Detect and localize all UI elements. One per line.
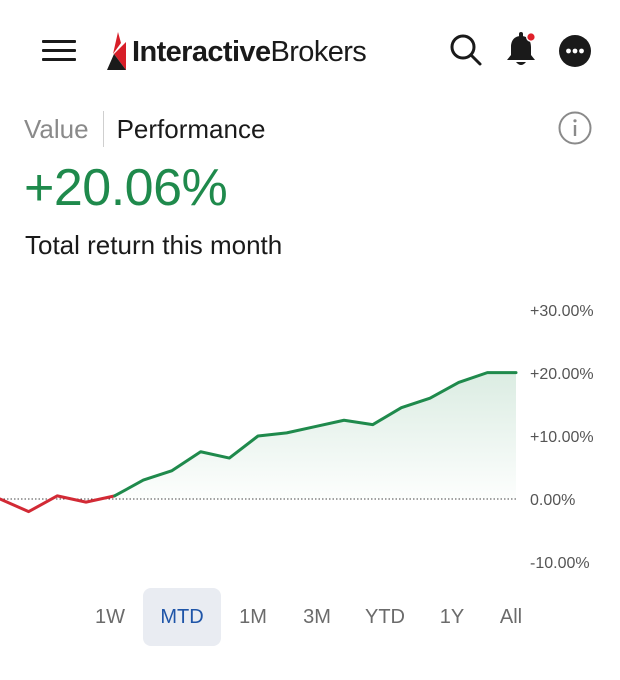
tab-divider — [102, 111, 104, 147]
range-button-all[interactable]: All — [499, 605, 523, 628]
performance-chart[interactable]: +30.00% +20.00% +10.00% 0.00% -10.00% — [0, 280, 620, 580]
notification-badge — [527, 33, 535, 41]
y-tick-label: +20.00% — [530, 366, 594, 383]
more-button[interactable] — [557, 33, 593, 69]
brand-name-bold: Interactive — [132, 35, 271, 68]
ib-logo-icon — [107, 32, 126, 70]
range-button-1w[interactable]: 1W — [95, 605, 125, 628]
range-button-mtd[interactable]: MTD — [143, 588, 221, 646]
info-icon — [558, 111, 592, 145]
series-line-positive — [113, 371, 518, 498]
chart-area-fill — [114, 372, 517, 499]
chart-series-lines — [0, 371, 518, 514]
range-button-ytd[interactable]: YTD — [365, 605, 405, 628]
chart-area-path — [114, 372, 517, 499]
notifications-button[interactable] — [501, 30, 541, 70]
brand-name: InteractiveBrokers — [132, 35, 367, 69]
brand-logo[interactable]: InteractiveBrokers — [104, 30, 367, 74]
y-tick-label: +30.00% — [530, 303, 594, 320]
menu-icon-bar-bottom — [42, 58, 76, 61]
y-tick-label: 0.00% — [530, 492, 575, 509]
total-return-value: +20.06% — [24, 159, 228, 217]
view-tabs: Value Performance — [24, 108, 265, 150]
search-button[interactable] — [446, 30, 486, 70]
range-button-1y[interactable]: 1Y — [439, 605, 465, 628]
info-button[interactable] — [558, 111, 592, 145]
menu-icon-bar-top — [42, 40, 76, 43]
brand-name-regular: Brokers — [270, 35, 367, 68]
y-tick-label: -10.00% — [530, 555, 590, 572]
series-line-negative — [0, 494, 117, 514]
menu-icon-bar-middle — [42, 49, 76, 52]
bell-icon — [507, 32, 536, 65]
search-icon — [450, 34, 482, 66]
range-button-3m[interactable]: 3M — [303, 605, 331, 628]
tab-performance[interactable]: Performance — [116, 113, 266, 144]
app-header: InteractiveBrokers — [0, 0, 620, 100]
y-tick-label: +10.00% — [530, 429, 594, 446]
more-icon — [559, 35, 591, 67]
total-return-label: Total return this month — [25, 230, 283, 260]
time-range-selector: 1W MTD 1M 3M YTD 1Y All — [80, 588, 540, 646]
menu-button[interactable] — [40, 36, 80, 66]
tab-value[interactable]: Value — [24, 113, 89, 144]
chart-y-axis: +30.00% +20.00% +10.00% 0.00% -10.00% — [530, 303, 594, 572]
range-button-1m[interactable]: 1M — [239, 605, 267, 628]
